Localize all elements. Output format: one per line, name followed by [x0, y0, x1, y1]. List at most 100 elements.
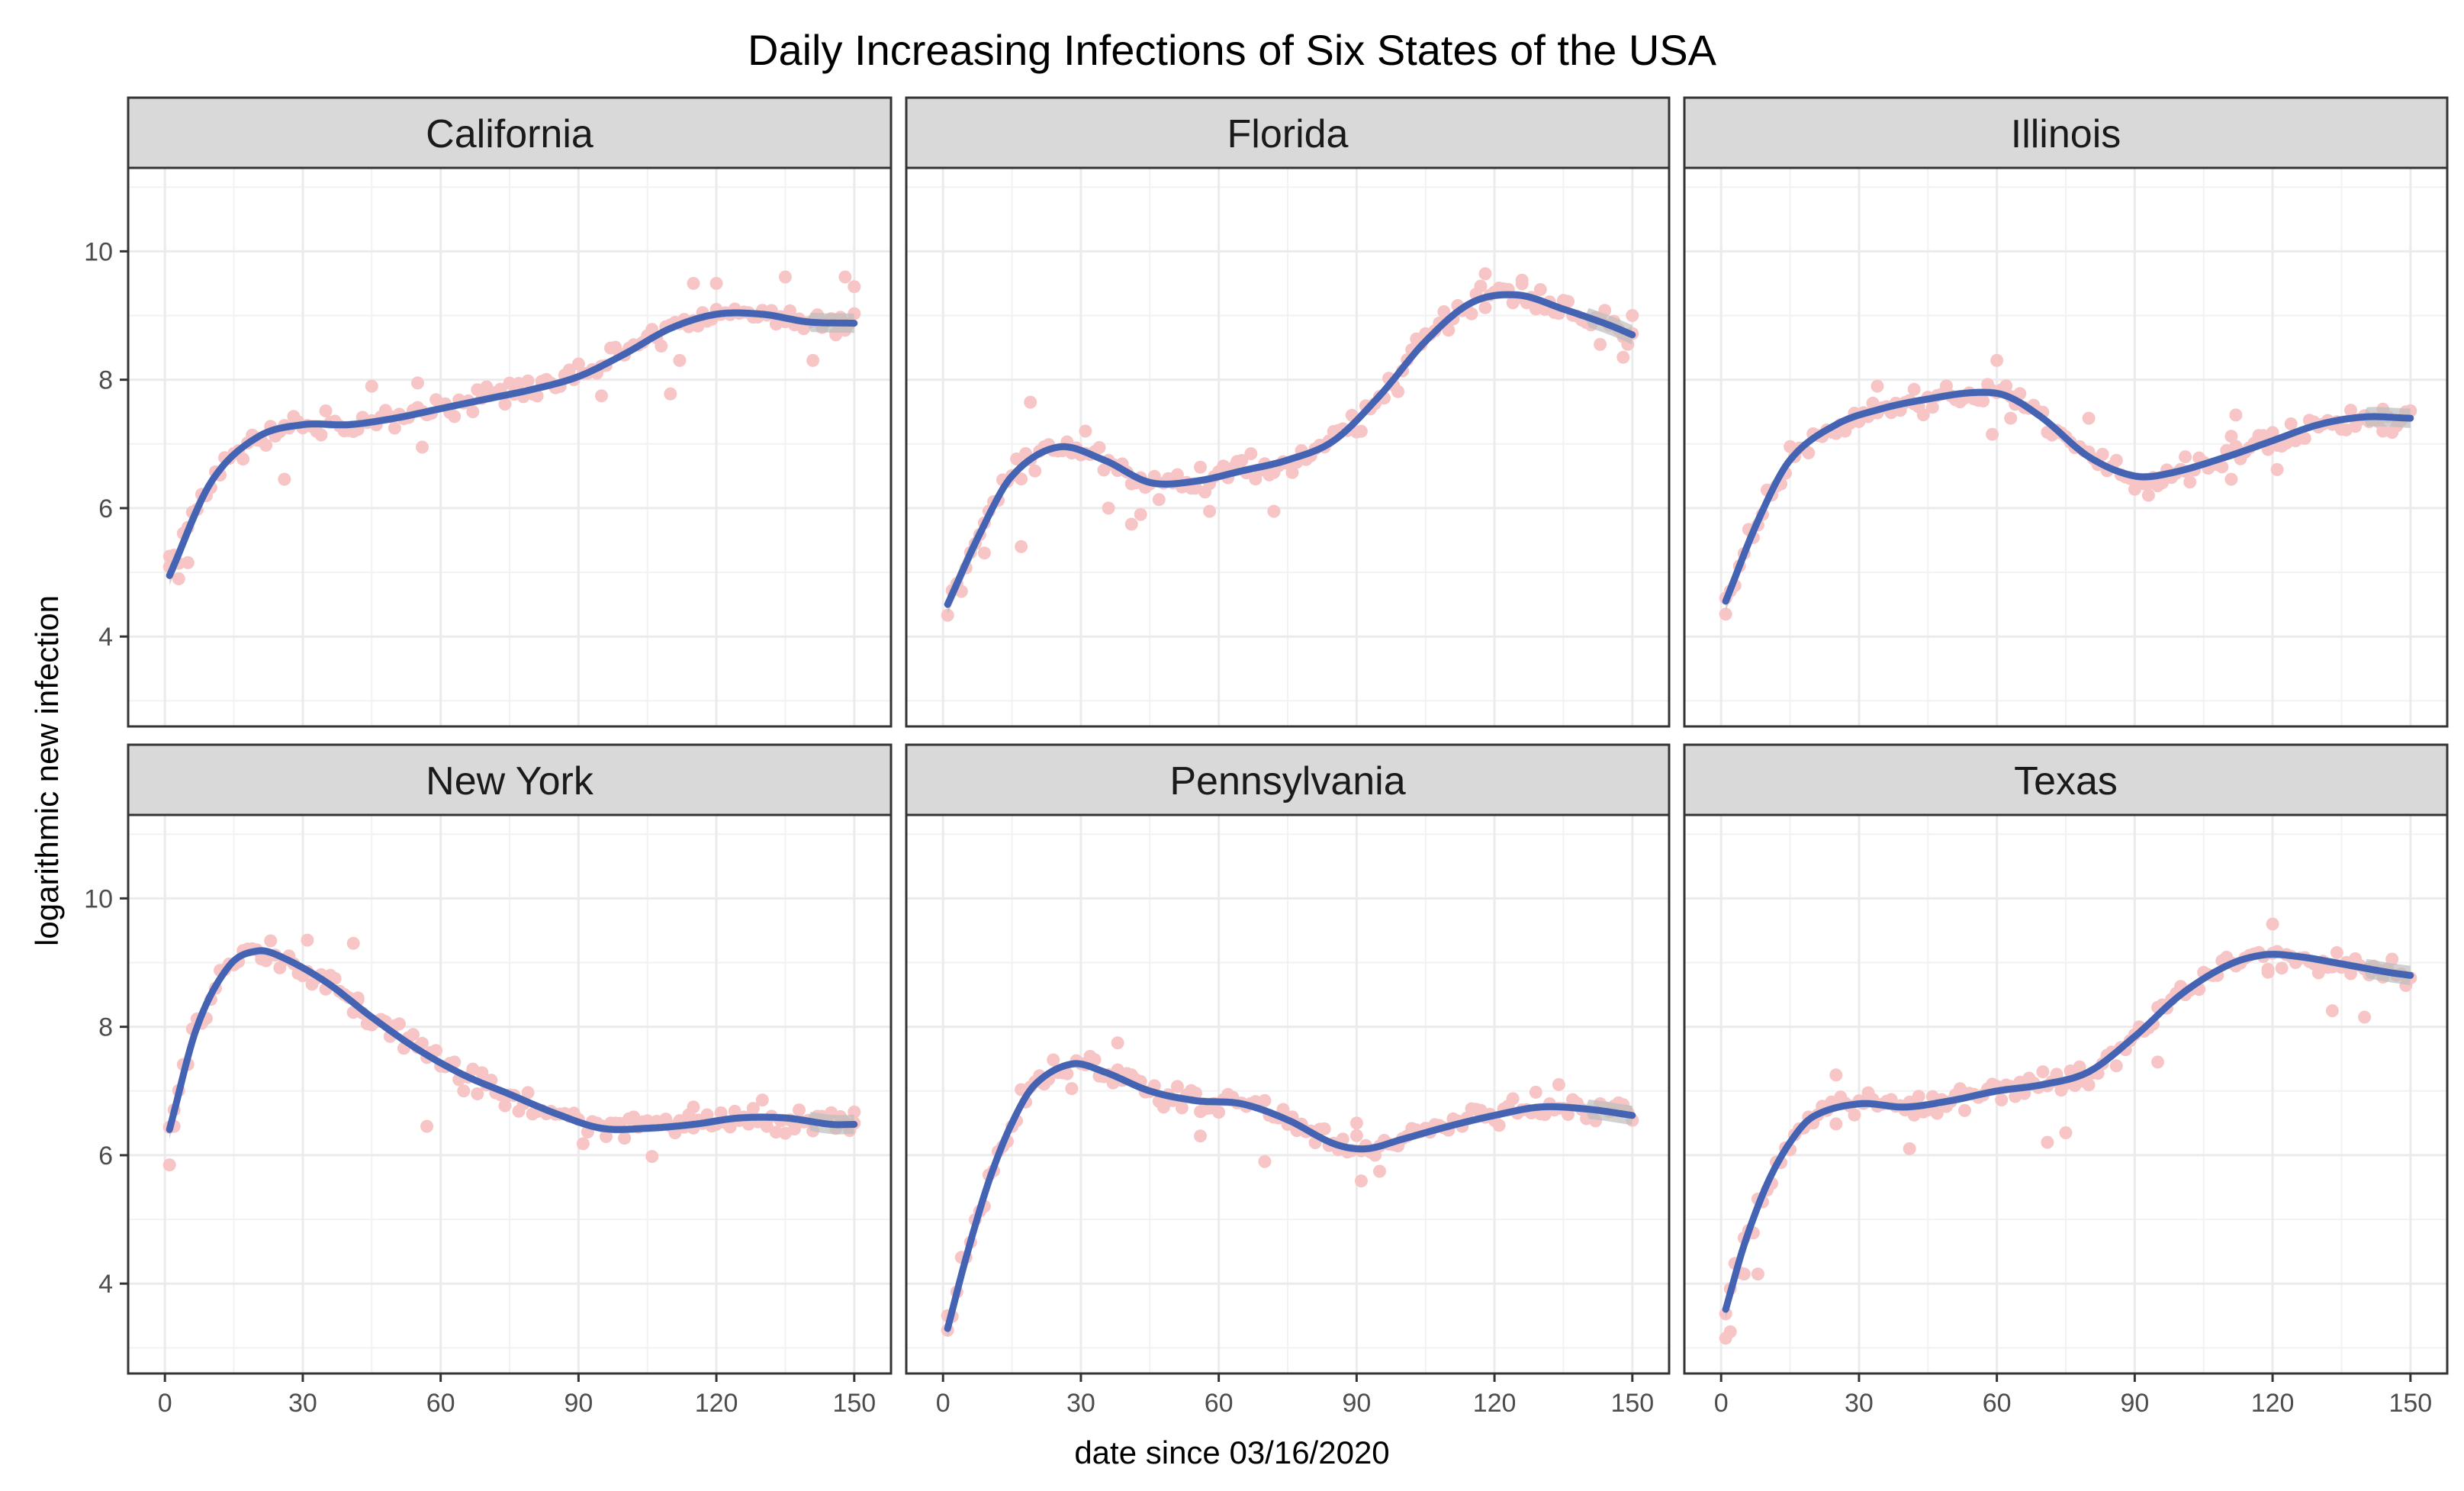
data-point — [319, 404, 333, 417]
panel-border — [127, 166, 893, 728]
panel-illinois: Illinois — [1683, 96, 2449, 728]
data-point — [1986, 427, 1999, 441]
panel-california: California 4 6 8 10 — [84, 96, 893, 728]
data-point — [2344, 404, 2357, 417]
data-point — [1437, 305, 1451, 318]
panel-strip-label: New York — [426, 759, 594, 803]
data-point — [645, 1150, 659, 1164]
data-point — [1977, 394, 1990, 407]
panel-border — [1683, 166, 2449, 728]
data-point — [1990, 353, 2004, 367]
x-tick-label: 60 — [1983, 1389, 2012, 1418]
data-point — [1024, 395, 1037, 409]
data-point — [301, 933, 314, 947]
data-point — [977, 546, 991, 560]
data-point — [1047, 1053, 1060, 1067]
data-point — [1552, 1077, 1565, 1091]
data-point — [162, 1158, 176, 1172]
data-point — [1533, 283, 1547, 296]
y-tick-label: 8 — [98, 1013, 113, 1042]
data-point — [1474, 279, 1488, 293]
data-point — [838, 270, 852, 284]
data-point — [1802, 446, 1816, 459]
data-point — [2109, 1059, 2123, 1073]
data-point — [2059, 1126, 2073, 1139]
panels-layer: California 4 6 8 10 Florida Illinois New York 4 6… — [84, 96, 2449, 1418]
chart-title: Daily Increasing Infections of Six State… — [748, 26, 1717, 74]
data-point — [1065, 1082, 1079, 1096]
data-point — [1916, 408, 1930, 422]
data-point — [365, 379, 378, 393]
data-point — [1060, 1067, 1074, 1080]
x-tick-label: 30 — [288, 1389, 317, 1418]
data-point — [2096, 447, 2109, 461]
data-point — [1373, 1164, 1386, 1178]
x-tick-label: 120 — [2251, 1389, 2295, 1418]
data-point — [2036, 1065, 2050, 1079]
data-point — [181, 556, 195, 569]
data-point — [941, 608, 954, 622]
data-point — [1838, 424, 1852, 438]
data-point — [407, 1028, 420, 1042]
y-axis-label: logarithmic new infection — [29, 595, 65, 946]
data-point — [1939, 379, 1953, 393]
data-point — [746, 1102, 760, 1116]
data-point — [346, 936, 360, 950]
data-point — [278, 472, 291, 486]
x-tick-label: 120 — [695, 1389, 738, 1418]
y-tick-label: 4 — [98, 623, 113, 652]
panel-border — [1683, 813, 2449, 1375]
data-point — [2141, 488, 2155, 502]
data-point — [673, 353, 687, 367]
y-tick-label: 10 — [84, 884, 113, 913]
data-point — [2376, 424, 2390, 438]
data-point — [2073, 1060, 2086, 1074]
data-point — [2224, 472, 2238, 486]
x-tick-label: 0 — [1714, 1389, 1729, 1418]
data-point — [1354, 424, 1368, 438]
data-point — [618, 1132, 632, 1145]
panel-florida: Florida — [905, 96, 1671, 728]
y-tick-label: 6 — [98, 1142, 113, 1171]
data-point — [1871, 379, 1884, 393]
panel-strip — [1683, 743, 2449, 816]
data-point — [1907, 382, 1921, 396]
data-point — [2284, 417, 2298, 430]
data-point — [411, 376, 424, 390]
panel-pennsylvania: Pennsylvania 0 30 60 90 120 150 — [905, 743, 1671, 1418]
smooth-line — [166, 309, 858, 579]
panel-strip — [905, 743, 1671, 816]
data-point — [2151, 1055, 2164, 1069]
panel-strip — [1683, 96, 2449, 169]
data-point — [457, 1084, 471, 1098]
x-tick-label: 30 — [1845, 1389, 1874, 1418]
smooth-line — [166, 947, 858, 1133]
data-point — [236, 452, 250, 466]
x-axis-label: date since 03/16/2020 — [1074, 1435, 1389, 1470]
data-point — [1391, 385, 1405, 398]
panel-border — [905, 813, 1671, 1375]
data-point — [314, 428, 328, 442]
data-point — [2275, 961, 2289, 975]
data-point — [1102, 501, 1115, 515]
panel-new-york: New York 4 6 8 10 0 30 60 90 120 150 — [84, 743, 893, 1418]
x-tick-label: 150 — [1610, 1389, 1654, 1418]
data-point — [2298, 432, 2311, 445]
data-point — [466, 405, 480, 419]
data-point — [664, 387, 677, 401]
data-point — [1506, 1092, 1520, 1106]
x-tick-label: 60 — [1205, 1389, 1234, 1418]
data-point — [1925, 401, 1939, 414]
y-tick-label: 10 — [84, 237, 113, 266]
data-point — [1492, 1119, 1506, 1132]
data-point — [388, 421, 401, 435]
data-point — [793, 1103, 806, 1117]
data-point — [2325, 1004, 2339, 1018]
data-point — [1349, 1116, 1363, 1130]
data-point — [1903, 1142, 1916, 1155]
data-point — [709, 276, 723, 290]
panel-strip-label: Texas — [2014, 759, 2118, 803]
data-point — [420, 1119, 434, 1133]
data-point — [700, 1108, 714, 1122]
